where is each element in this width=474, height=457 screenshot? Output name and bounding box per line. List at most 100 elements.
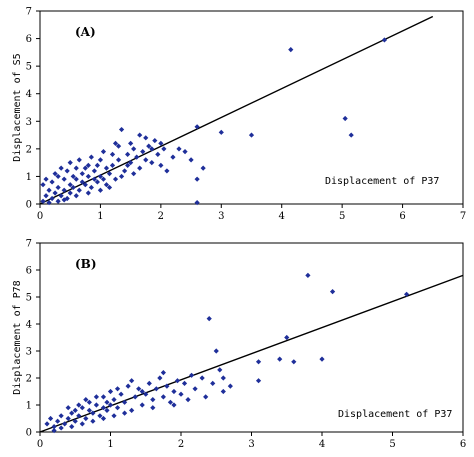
y-tick-label: 5 bbox=[26, 62, 32, 73]
data-point bbox=[114, 405, 121, 411]
data-point bbox=[72, 407, 78, 413]
data-point bbox=[118, 173, 125, 180]
data-point bbox=[143, 391, 149, 397]
data-point bbox=[83, 415, 89, 422]
data-point bbox=[155, 151, 161, 157]
data-point bbox=[192, 386, 198, 392]
data-point bbox=[76, 402, 82, 408]
data-point bbox=[131, 146, 137, 152]
y-tick-label: 1 bbox=[26, 172, 32, 183]
data-point bbox=[73, 193, 79, 199]
data-point bbox=[174, 378, 181, 384]
data-point bbox=[150, 397, 156, 403]
data-point bbox=[319, 356, 325, 362]
data-point bbox=[40, 182, 46, 188]
data-point bbox=[46, 200, 52, 206]
data-point bbox=[181, 380, 188, 386]
data-point bbox=[220, 388, 226, 395]
data-point bbox=[194, 200, 200, 206]
data-point bbox=[227, 383, 233, 389]
data-point bbox=[206, 316, 212, 322]
data-point bbox=[43, 176, 49, 182]
data-point bbox=[139, 388, 145, 395]
x-tick-label: 1 bbox=[107, 439, 113, 450]
x-tick-label: 5 bbox=[389, 439, 395, 450]
data-point bbox=[79, 179, 85, 185]
data-point bbox=[85, 173, 91, 180]
data-point bbox=[55, 173, 61, 180]
data-point bbox=[79, 421, 85, 427]
panel-label: (B) bbox=[75, 257, 97, 271]
data-point bbox=[255, 378, 262, 384]
y-tick-label: 4 bbox=[26, 89, 32, 100]
data-point bbox=[70, 173, 76, 180]
data-point bbox=[288, 47, 294, 53]
data-point bbox=[178, 391, 184, 397]
fit-line bbox=[39, 15, 434, 205]
data-point bbox=[85, 190, 91, 196]
data-point bbox=[136, 386, 142, 392]
data-point bbox=[58, 413, 64, 419]
data-point bbox=[342, 115, 348, 122]
data-point bbox=[160, 394, 166, 400]
plot-frame bbox=[39, 242, 464, 433]
x-tick-label: 4 bbox=[279, 211, 285, 222]
data-point bbox=[40, 198, 46, 204]
scatter-chart-b: 0 1 2 3 4 5 6 0 1 2 3 4 5 6 7 (B) Displacement of P37 Dis… bbox=[12, 239, 466, 451]
x-tick-label: 7 bbox=[460, 211, 466, 222]
data-point bbox=[94, 162, 101, 168]
data-point bbox=[49, 195, 55, 202]
data-point bbox=[70, 184, 76, 191]
data-point bbox=[58, 165, 64, 171]
data-point bbox=[43, 193, 49, 199]
data-point bbox=[161, 146, 167, 152]
x-tick-label: 0 bbox=[37, 211, 43, 222]
data-point bbox=[55, 198, 61, 204]
data-point bbox=[112, 176, 119, 182]
x-tick-label: 1 bbox=[97, 211, 103, 222]
data-point bbox=[139, 402, 145, 408]
data-point bbox=[176, 146, 182, 152]
data-point bbox=[79, 405, 85, 411]
y-axis-title: Displacement of S5 bbox=[12, 53, 23, 161]
data-point bbox=[107, 402, 114, 408]
data-point bbox=[58, 193, 64, 199]
data-point bbox=[220, 375, 226, 381]
data-point bbox=[170, 154, 176, 160]
data-point bbox=[90, 410, 96, 416]
data-point bbox=[129, 378, 135, 384]
x-tick-label: 0 bbox=[37, 439, 43, 450]
data-point bbox=[88, 154, 94, 160]
data-point bbox=[122, 410, 128, 416]
data-point bbox=[284, 334, 290, 341]
data-point bbox=[97, 173, 104, 180]
data-point bbox=[111, 397, 117, 403]
data-point bbox=[158, 162, 164, 168]
y-tick-label: 7 bbox=[26, 239, 32, 250]
data-point bbox=[61, 187, 67, 193]
data-point bbox=[171, 402, 177, 408]
data-point bbox=[97, 413, 103, 419]
x-tick-label: 5 bbox=[339, 211, 345, 222]
data-point bbox=[100, 405, 107, 411]
data-point bbox=[67, 182, 73, 188]
data-point bbox=[104, 399, 110, 405]
x-axis-title: Displacement of P37 bbox=[338, 409, 452, 420]
data-point bbox=[255, 359, 262, 365]
y-tick-label: 3 bbox=[26, 117, 32, 128]
data-point bbox=[122, 168, 128, 174]
data-point bbox=[61, 176, 67, 182]
data-point bbox=[65, 405, 71, 411]
data-point bbox=[149, 160, 155, 166]
data-point bbox=[97, 187, 104, 193]
data-point bbox=[128, 160, 134, 166]
data-point bbox=[150, 405, 156, 411]
data-point bbox=[58, 425, 64, 431]
data-point bbox=[146, 380, 152, 386]
data-point bbox=[199, 375, 205, 381]
data-point bbox=[125, 162, 131, 168]
data-point bbox=[149, 146, 155, 152]
y-tick-label: 3 bbox=[26, 347, 32, 358]
data-point bbox=[125, 151, 131, 157]
data-point bbox=[185, 397, 191, 403]
